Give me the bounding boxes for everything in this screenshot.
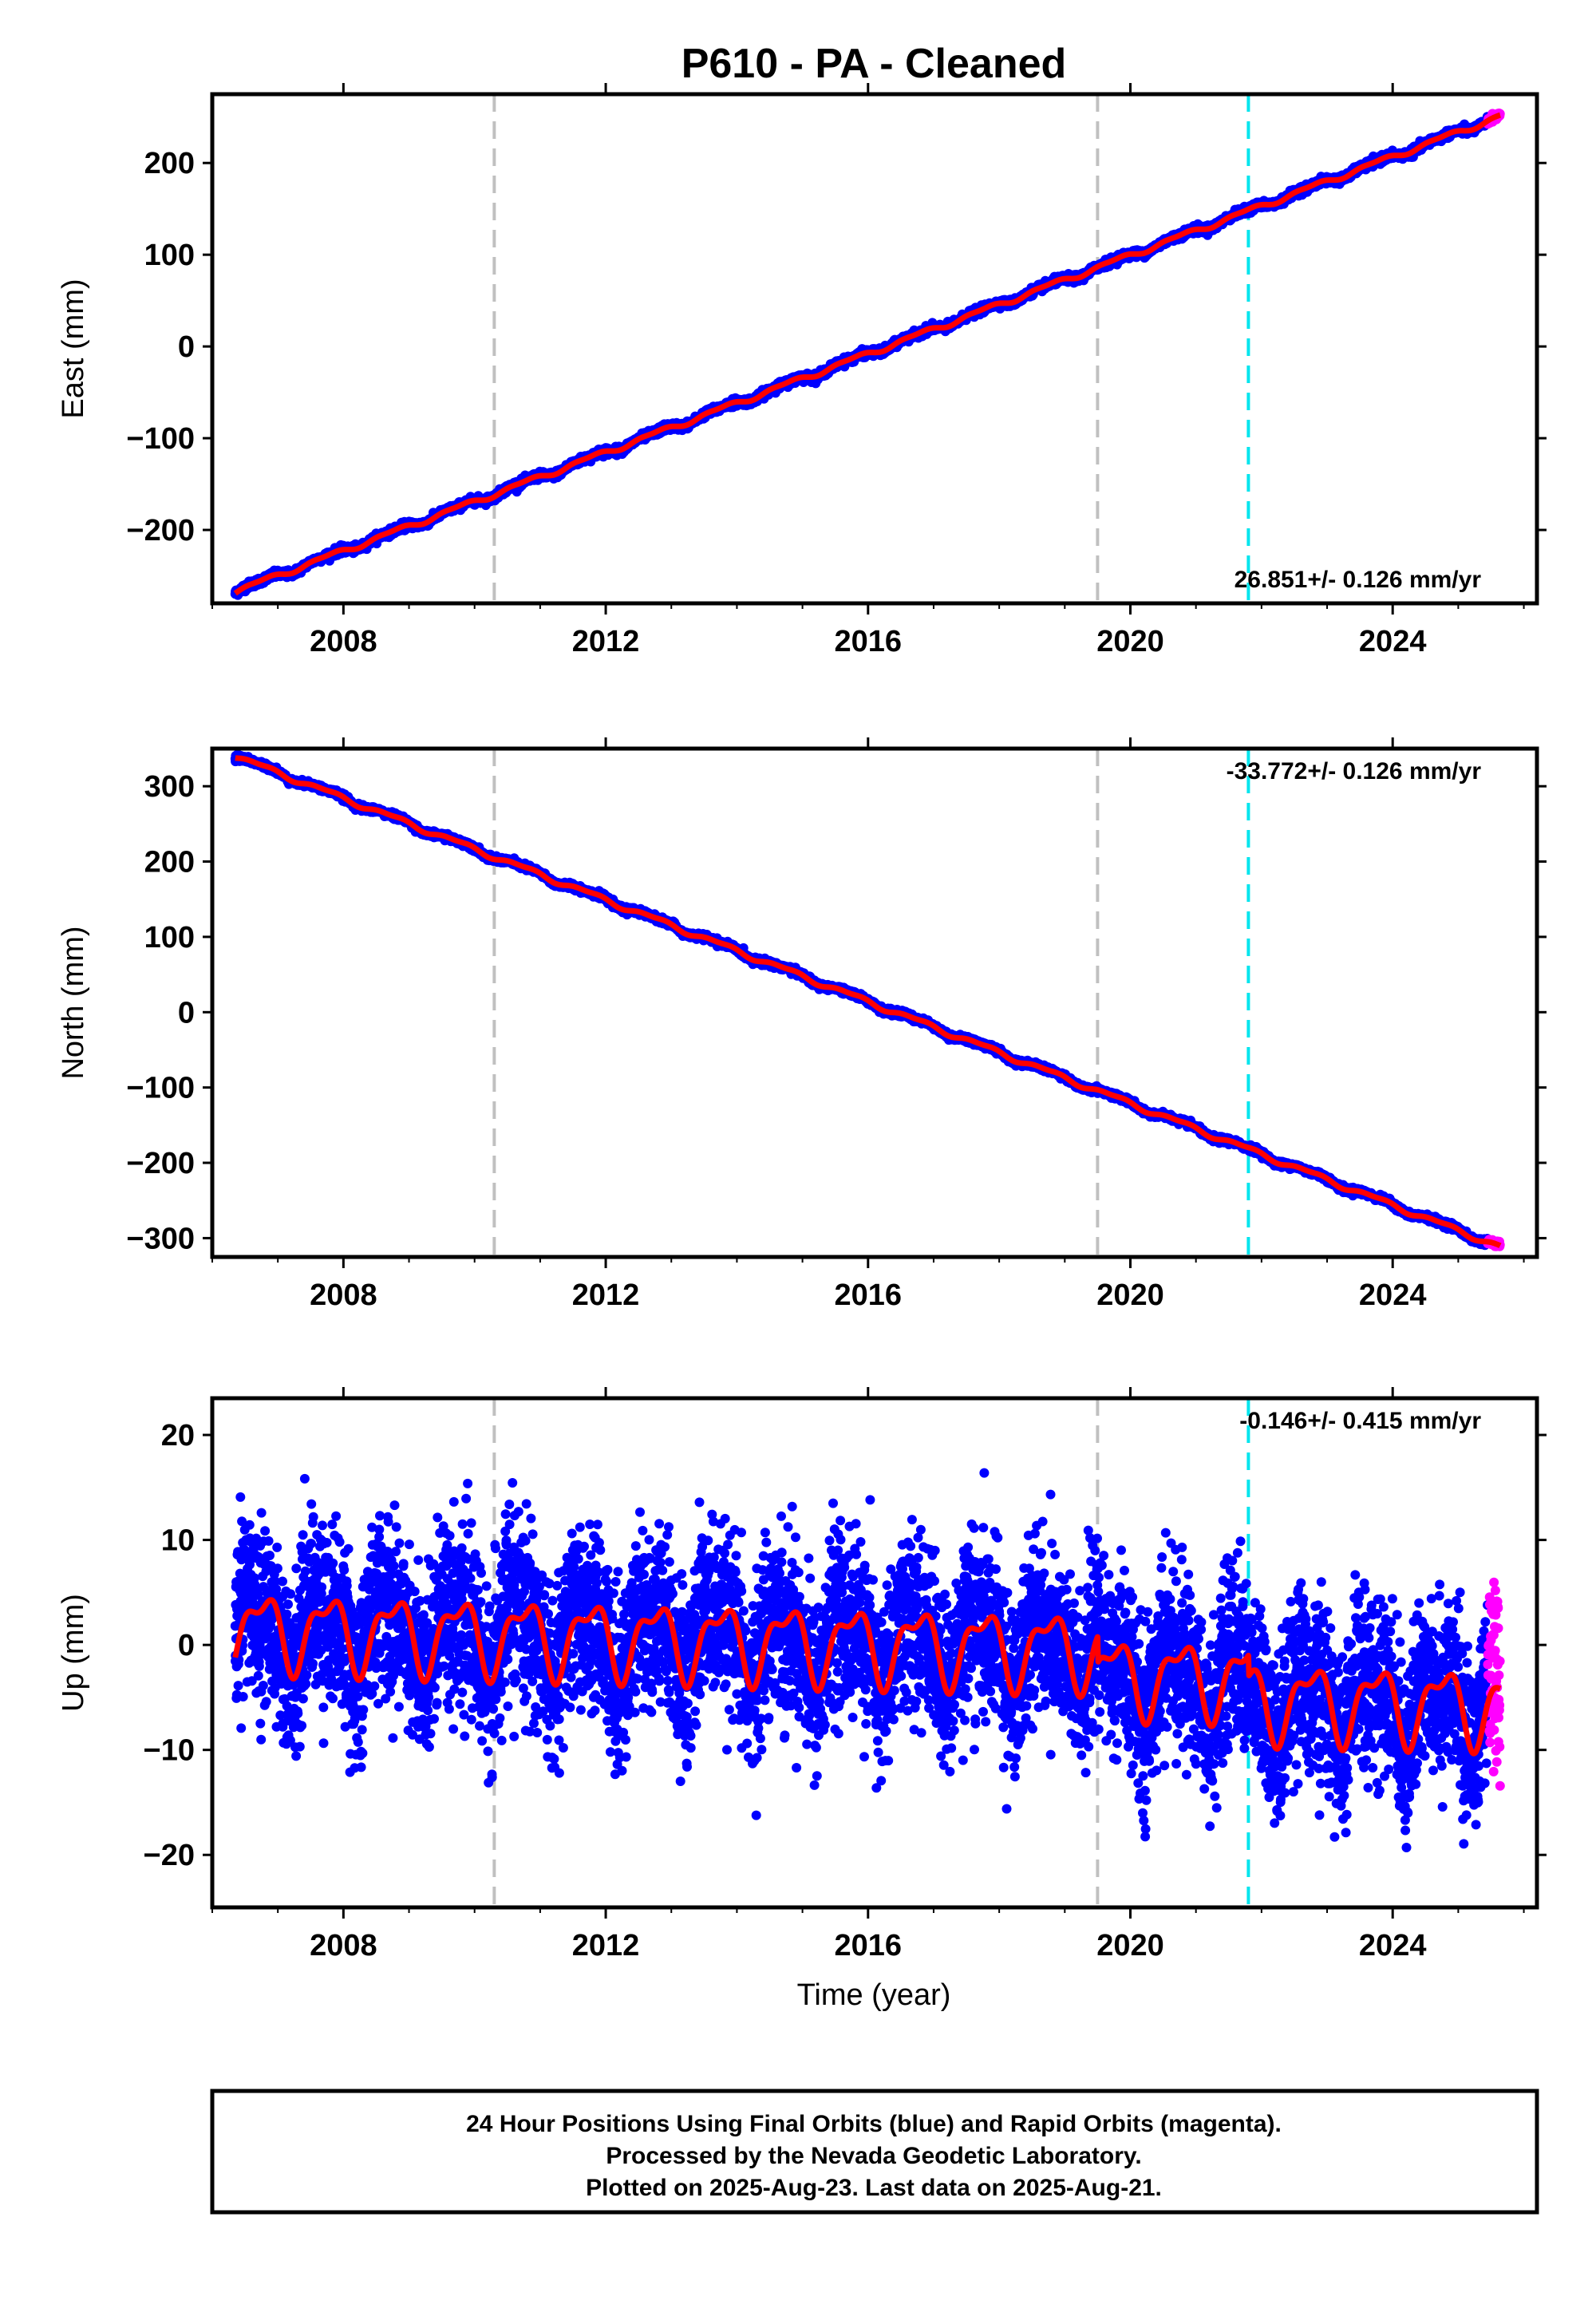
y-tick-label: 200 bbox=[144, 147, 195, 180]
y-tick-label: −100 bbox=[126, 422, 195, 456]
x-tick-label: 2020 bbox=[1096, 625, 1164, 658]
x-tick-label: 2012 bbox=[572, 625, 640, 658]
x-tick-label: 2008 bbox=[310, 625, 377, 658]
y-tick-label: −200 bbox=[126, 514, 195, 547]
y-tick-label: 0 bbox=[178, 330, 195, 364]
x-tick-label: 2016 bbox=[835, 625, 903, 658]
velocity-label: 26.851+/- 0.126 mm/yr bbox=[1235, 567, 1482, 593]
figure-title: P610 - PA - Cleaned bbox=[681, 41, 1067, 87]
x-tick-label: 2024 bbox=[1359, 625, 1427, 658]
plot-area bbox=[230, 94, 1505, 603]
y-tick-label: 100 bbox=[144, 239, 195, 272]
east-panel: −200 −100 0 100 200 2008 2012 2016 2020 2024 East … bbox=[57, 83, 1547, 658]
y-axis-label: East (mm) bbox=[57, 279, 90, 418]
